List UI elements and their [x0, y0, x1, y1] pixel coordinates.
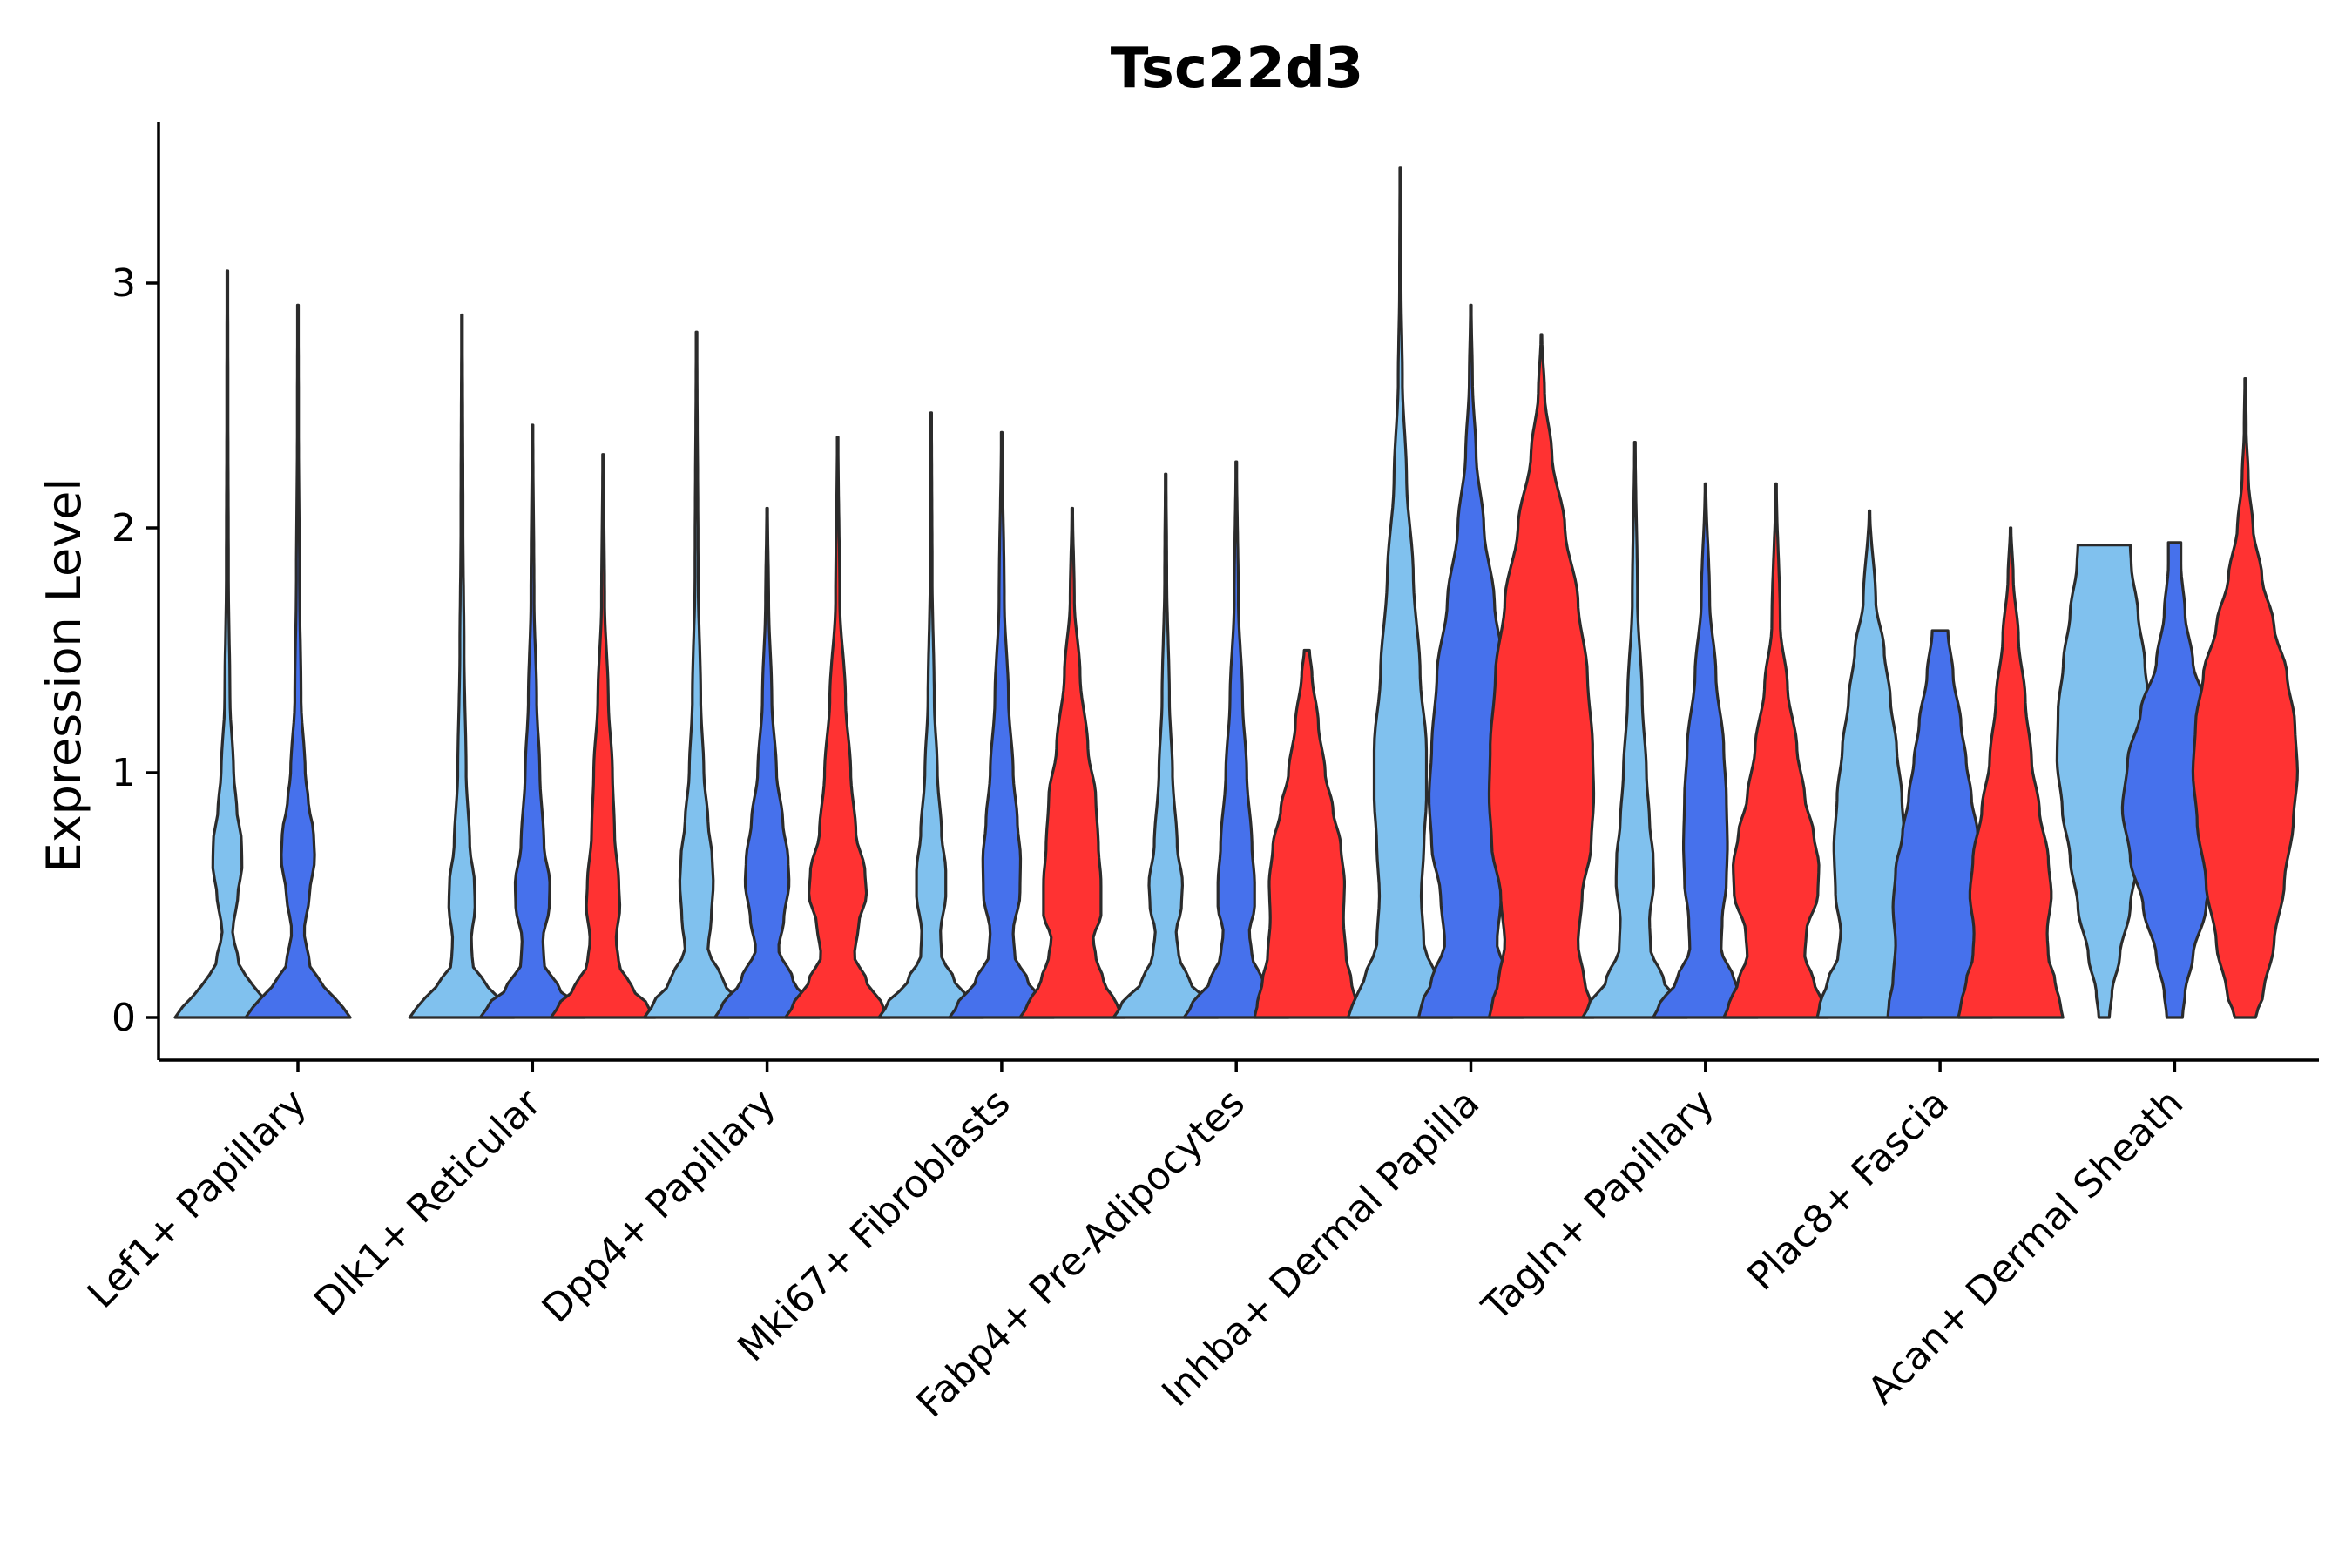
violin-dpp4-papillary-group-2 [713, 506, 821, 1019]
violin-dpp4-papillary-group-3 [784, 436, 892, 1019]
violin-dlk1-reticular-group-3 [549, 453, 657, 1019]
violin-acan-dermal-sheath-group-3 [2191, 377, 2299, 1019]
x-tick-label: Dlk1+ Reticular [306, 1080, 551, 1325]
violins-layer [173, 166, 2299, 1019]
violin-mki67-fibroblasts-group-1 [877, 411, 985, 1019]
violin-dlk1-reticular-group-1 [408, 313, 516, 1019]
x-tick-label: Dpp4+ Papillary [534, 1081, 785, 1332]
violin-inhba-dermal-papilla-group-1 [1346, 166, 1455, 1019]
chart-title: Tsc22d3 [1111, 37, 1364, 101]
violin-tagln-papillary-group-2 [1652, 482, 1760, 1019]
violin-dlk1-reticular-group-2 [478, 423, 586, 1019]
violin-dpp4-papillary-group-1 [643, 330, 751, 1019]
violin-tagln-papillary-group-1 [1581, 441, 1689, 1019]
y-tick-label: 0 [112, 996, 136, 1040]
violin-lef1-papillary-group-2 [244, 303, 352, 1019]
violin-fabp4-pre-adipocytes-group-1 [1112, 472, 1220, 1019]
violin-tagln-papillary-group-3 [1722, 482, 1830, 1019]
y-axis-label: Expression Level [37, 478, 91, 873]
y-tick-label: 1 [112, 751, 136, 795]
y-tick-label: 3 [112, 261, 136, 306]
y-tick-label: 2 [112, 506, 136, 551]
violin-fabp4-pre-adipocytes-group-2 [1182, 460, 1290, 1019]
violin-mki67-fibroblasts-group-2 [948, 430, 1056, 1019]
violin-lef1-papillary-group-1 [173, 269, 281, 1019]
x-tick-label: Tagln+ Papillary [1473, 1081, 1722, 1330]
x-tick-label: Plac8+ Fascia [1739, 1081, 1957, 1300]
x-tick-label: Lef1+ Papillary [79, 1081, 315, 1317]
violin-mki67-fibroblasts-group-3 [1018, 506, 1126, 1019]
violin-plac8-fascia-group-3 [1957, 526, 2065, 1019]
violin-inhba-dermal-papilla-group-3 [1487, 333, 1596, 1019]
violin-fabp4-pre-adipocytes-group-3 [1253, 648, 1361, 1019]
